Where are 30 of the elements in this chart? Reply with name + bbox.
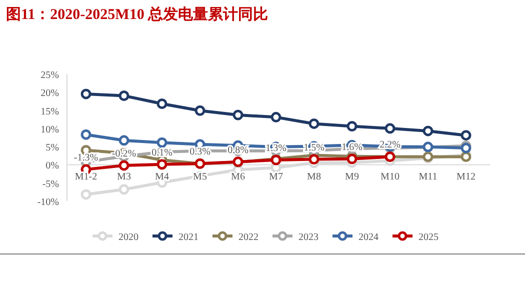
x-tick-label: M9 xyxy=(345,172,359,183)
x-tick-label: M3 xyxy=(117,172,131,183)
y-tick-label: -5% xyxy=(42,178,59,190)
x-tick-label: M5 xyxy=(193,172,207,183)
y-tick-label: 10% xyxy=(40,124,59,136)
y-tick-label: 15% xyxy=(40,106,59,118)
legend-label: 2021 xyxy=(178,232,198,243)
y-tick-label: 20% xyxy=(40,88,59,100)
y-tick-label: -10% xyxy=(37,197,59,208)
x-tick-label: M1-2 xyxy=(74,172,98,183)
x-tick-label: M6 xyxy=(231,172,245,183)
data-label: -1.3% xyxy=(74,152,98,164)
data-label: 1.3% xyxy=(266,142,286,154)
legend-label: 2022 xyxy=(238,232,258,243)
x-tick-label: M12 xyxy=(456,172,476,183)
legend-label: 2024 xyxy=(358,232,378,243)
x-tick-label: M8 xyxy=(307,172,321,183)
data-label: 1.6% xyxy=(342,142,362,153)
x-tick-label: M11 xyxy=(418,172,438,183)
legend-label: 2025 xyxy=(418,232,438,243)
x-tick-label: M10 xyxy=(380,172,400,183)
data-label: 0.8% xyxy=(228,144,248,156)
x-tick-label: M7 xyxy=(269,172,283,183)
y-tick-label: 25% xyxy=(40,70,59,81)
legend-label: 2020 xyxy=(118,232,138,243)
y-tick-label: 5% xyxy=(46,142,59,154)
chart-title: 图11：2020-2025M10 总发电量累计同比 xyxy=(6,6,268,23)
x-tick-label: M4 xyxy=(155,172,169,183)
y-tick-label: 0% xyxy=(46,160,59,172)
legend-label: 2023 xyxy=(298,232,318,243)
